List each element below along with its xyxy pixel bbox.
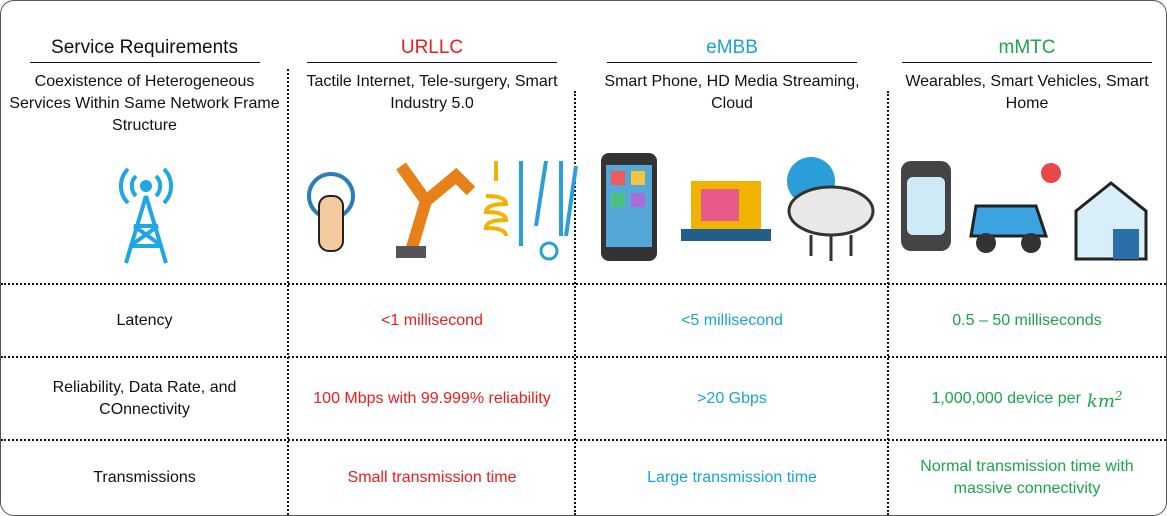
cell-unit: km2 xyxy=(1086,388,1123,412)
mmtc-icons xyxy=(901,161,1148,261)
row-label: Reliability, Data Rate, and COnnectivity xyxy=(52,378,237,418)
column-title: Service Requirements xyxy=(29,37,260,63)
cell-value: 0.5 – 50 milliseconds xyxy=(952,311,1102,329)
column-description: Wearables, Smart Vehicles, Smart Home xyxy=(905,73,1149,112)
row-divider xyxy=(1,283,1166,285)
cell-value: <5 millisecond xyxy=(681,311,783,329)
row-divider xyxy=(1,356,1166,358)
column-description: Smart Phone, HD Media Streaming, Cloud xyxy=(604,73,860,112)
row-divider xyxy=(1,439,1166,441)
embb-icons xyxy=(601,153,875,261)
column-description: Coexistence of Heterogeneous Services Wi… xyxy=(9,73,280,134)
cell-value: 100 Mbps with 99.999% reliability xyxy=(313,389,551,407)
column-description: Tactile Internet, Tele-surgery, Smart In… xyxy=(306,73,558,112)
row-label: Transmissions xyxy=(93,469,196,486)
cell-text: 1,000,000 device per xyxy=(931,389,1081,407)
cell-exponent: 2 xyxy=(1114,388,1123,403)
urllc-icons xyxy=(307,160,578,261)
column-divider xyxy=(887,91,889,515)
cell-value: Large transmission time xyxy=(647,469,817,486)
tower-icon xyxy=(118,167,174,264)
column-divider xyxy=(574,91,576,515)
cell-value: Small transmission time xyxy=(347,469,517,486)
column-divider xyxy=(287,69,289,515)
cell-value: >20 Gbps xyxy=(697,389,767,407)
column-title: eMBB xyxy=(607,37,857,63)
cell-value: Normal transmission time with massive co… xyxy=(920,458,1134,497)
column-title: URLLC xyxy=(307,37,557,63)
cell-value: <1 millisecond xyxy=(381,311,483,329)
column-title: mMTC xyxy=(902,37,1152,63)
cell-value: 1,000,000 device per km2 xyxy=(900,358,1154,439)
row-label: Latency xyxy=(116,311,173,329)
